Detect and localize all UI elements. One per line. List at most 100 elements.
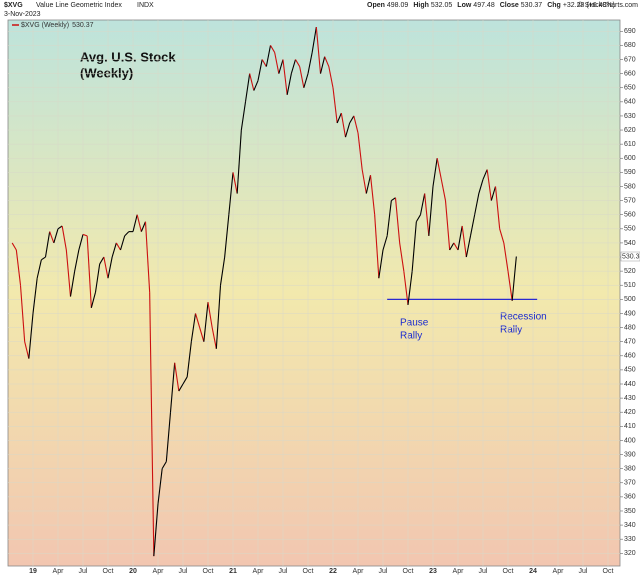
y-tick-label: 400 <box>624 437 636 444</box>
quote-label: Open <box>367 2 385 9</box>
annotation: (Weekly) <box>80 65 133 80</box>
price-segment <box>311 26 317 53</box>
quote-value: 498.09 <box>387 2 409 9</box>
y-tick-label: 580 <box>624 183 636 190</box>
price-segment <box>465 235 472 258</box>
price-segment <box>211 327 217 349</box>
price-segment <box>57 225 63 230</box>
price-segment <box>103 256 109 279</box>
price-segment <box>28 313 34 359</box>
y-tick-label: 420 <box>624 409 636 416</box>
price-segment <box>61 225 67 251</box>
price-segment <box>69 271 76 297</box>
price-segment <box>41 256 46 261</box>
x-tick-label: Oct <box>103 568 114 575</box>
copyright: © StockCharts.com <box>578 1 639 9</box>
quote-value: 497.48 <box>473 2 495 9</box>
price-segment <box>190 313 197 342</box>
price-segment <box>499 228 505 244</box>
x-tick-label: 21 <box>229 568 237 575</box>
x-tick-label: 23 <box>429 568 437 575</box>
price-tag-label: 530.37 <box>622 253 640 260</box>
y-tick-label: 430 <box>624 395 636 402</box>
y-tick-label: 600 <box>624 155 636 162</box>
x-tick-label: Oct <box>403 568 414 575</box>
quote-value: +32.28 (+6.48%) <box>563 2 615 9</box>
y-tick-label: 470 <box>624 339 636 346</box>
price-segment <box>469 214 476 236</box>
x-tick-label: 22 <box>329 568 337 575</box>
x-tick-label: Oct <box>603 568 614 575</box>
y-tick-label: 480 <box>624 324 636 331</box>
price-segment <box>219 256 226 286</box>
price-segment <box>44 231 51 258</box>
price-segment <box>382 235 388 251</box>
y-tick-label: 340 <box>624 522 636 529</box>
price-segment <box>240 101 247 131</box>
price-segment <box>461 225 467 258</box>
price-tag <box>620 251 640 262</box>
price-segment <box>374 214 380 279</box>
price-segment <box>207 302 213 328</box>
y-tick-label: 690 <box>624 28 636 35</box>
legend-value: 530.37 <box>72 22 94 29</box>
date: 3-Nov-2023 <box>4 11 41 18</box>
price-segment <box>182 376 188 385</box>
price-segment <box>36 259 42 279</box>
price-segment <box>99 256 105 265</box>
x-tick-label: 19 <box>29 568 37 575</box>
annotation: Avg. U.S. Stock <box>80 49 176 64</box>
x-tick-label: Jul <box>479 568 488 575</box>
price-segment <box>286 73 292 95</box>
annotation: Pause <box>400 318 429 329</box>
price-segment <box>215 285 222 349</box>
x-tick-label: Oct <box>303 568 314 575</box>
price-segment <box>295 59 301 67</box>
price-segment <box>503 242 509 272</box>
price-segment <box>424 193 430 236</box>
price-segment <box>24 341 30 359</box>
y-tick-label: 620 <box>624 127 636 134</box>
price-segment <box>94 263 101 293</box>
y-tick-label: 500 <box>624 296 636 303</box>
price-segment <box>336 112 342 124</box>
price-segment <box>86 235 92 308</box>
price-segment <box>494 186 501 229</box>
price-segment <box>136 214 142 232</box>
y-tick-label: 520 <box>624 268 636 275</box>
price-segment <box>19 285 26 342</box>
y-tick-label: 320 <box>624 550 636 557</box>
price-segment <box>378 249 384 279</box>
price-segment <box>344 122 351 138</box>
price-segment <box>290 59 297 74</box>
price-segment <box>419 193 426 215</box>
price-segment <box>74 249 80 272</box>
price-segment <box>411 221 417 272</box>
price-segment <box>253 80 259 91</box>
price-segment <box>357 132 363 170</box>
price-segment <box>32 278 38 314</box>
price-segment <box>282 59 288 95</box>
price-segment <box>149 292 155 557</box>
price-segment <box>270 45 276 53</box>
quote-label: High <box>413 2 429 9</box>
x-tick-label: Jul <box>179 568 188 575</box>
price-segment <box>457 225 463 251</box>
price-segment <box>453 242 459 251</box>
price-segment <box>249 73 255 91</box>
y-tick-label: 540 <box>624 240 636 247</box>
price-segment <box>199 327 205 342</box>
price-segment <box>486 169 492 201</box>
price-segment <box>203 302 209 342</box>
x-tick-label: Jul <box>379 568 388 575</box>
price-segment <box>436 158 442 180</box>
price-segment <box>353 115 359 133</box>
price-segment <box>490 186 497 201</box>
price-segment <box>349 115 355 124</box>
x-tick-label: Jul <box>579 568 588 575</box>
x-tick-label: Jul <box>79 568 88 575</box>
price-segment <box>244 73 251 102</box>
price-segment <box>444 200 451 251</box>
x-tick-label: Apr <box>153 568 165 575</box>
